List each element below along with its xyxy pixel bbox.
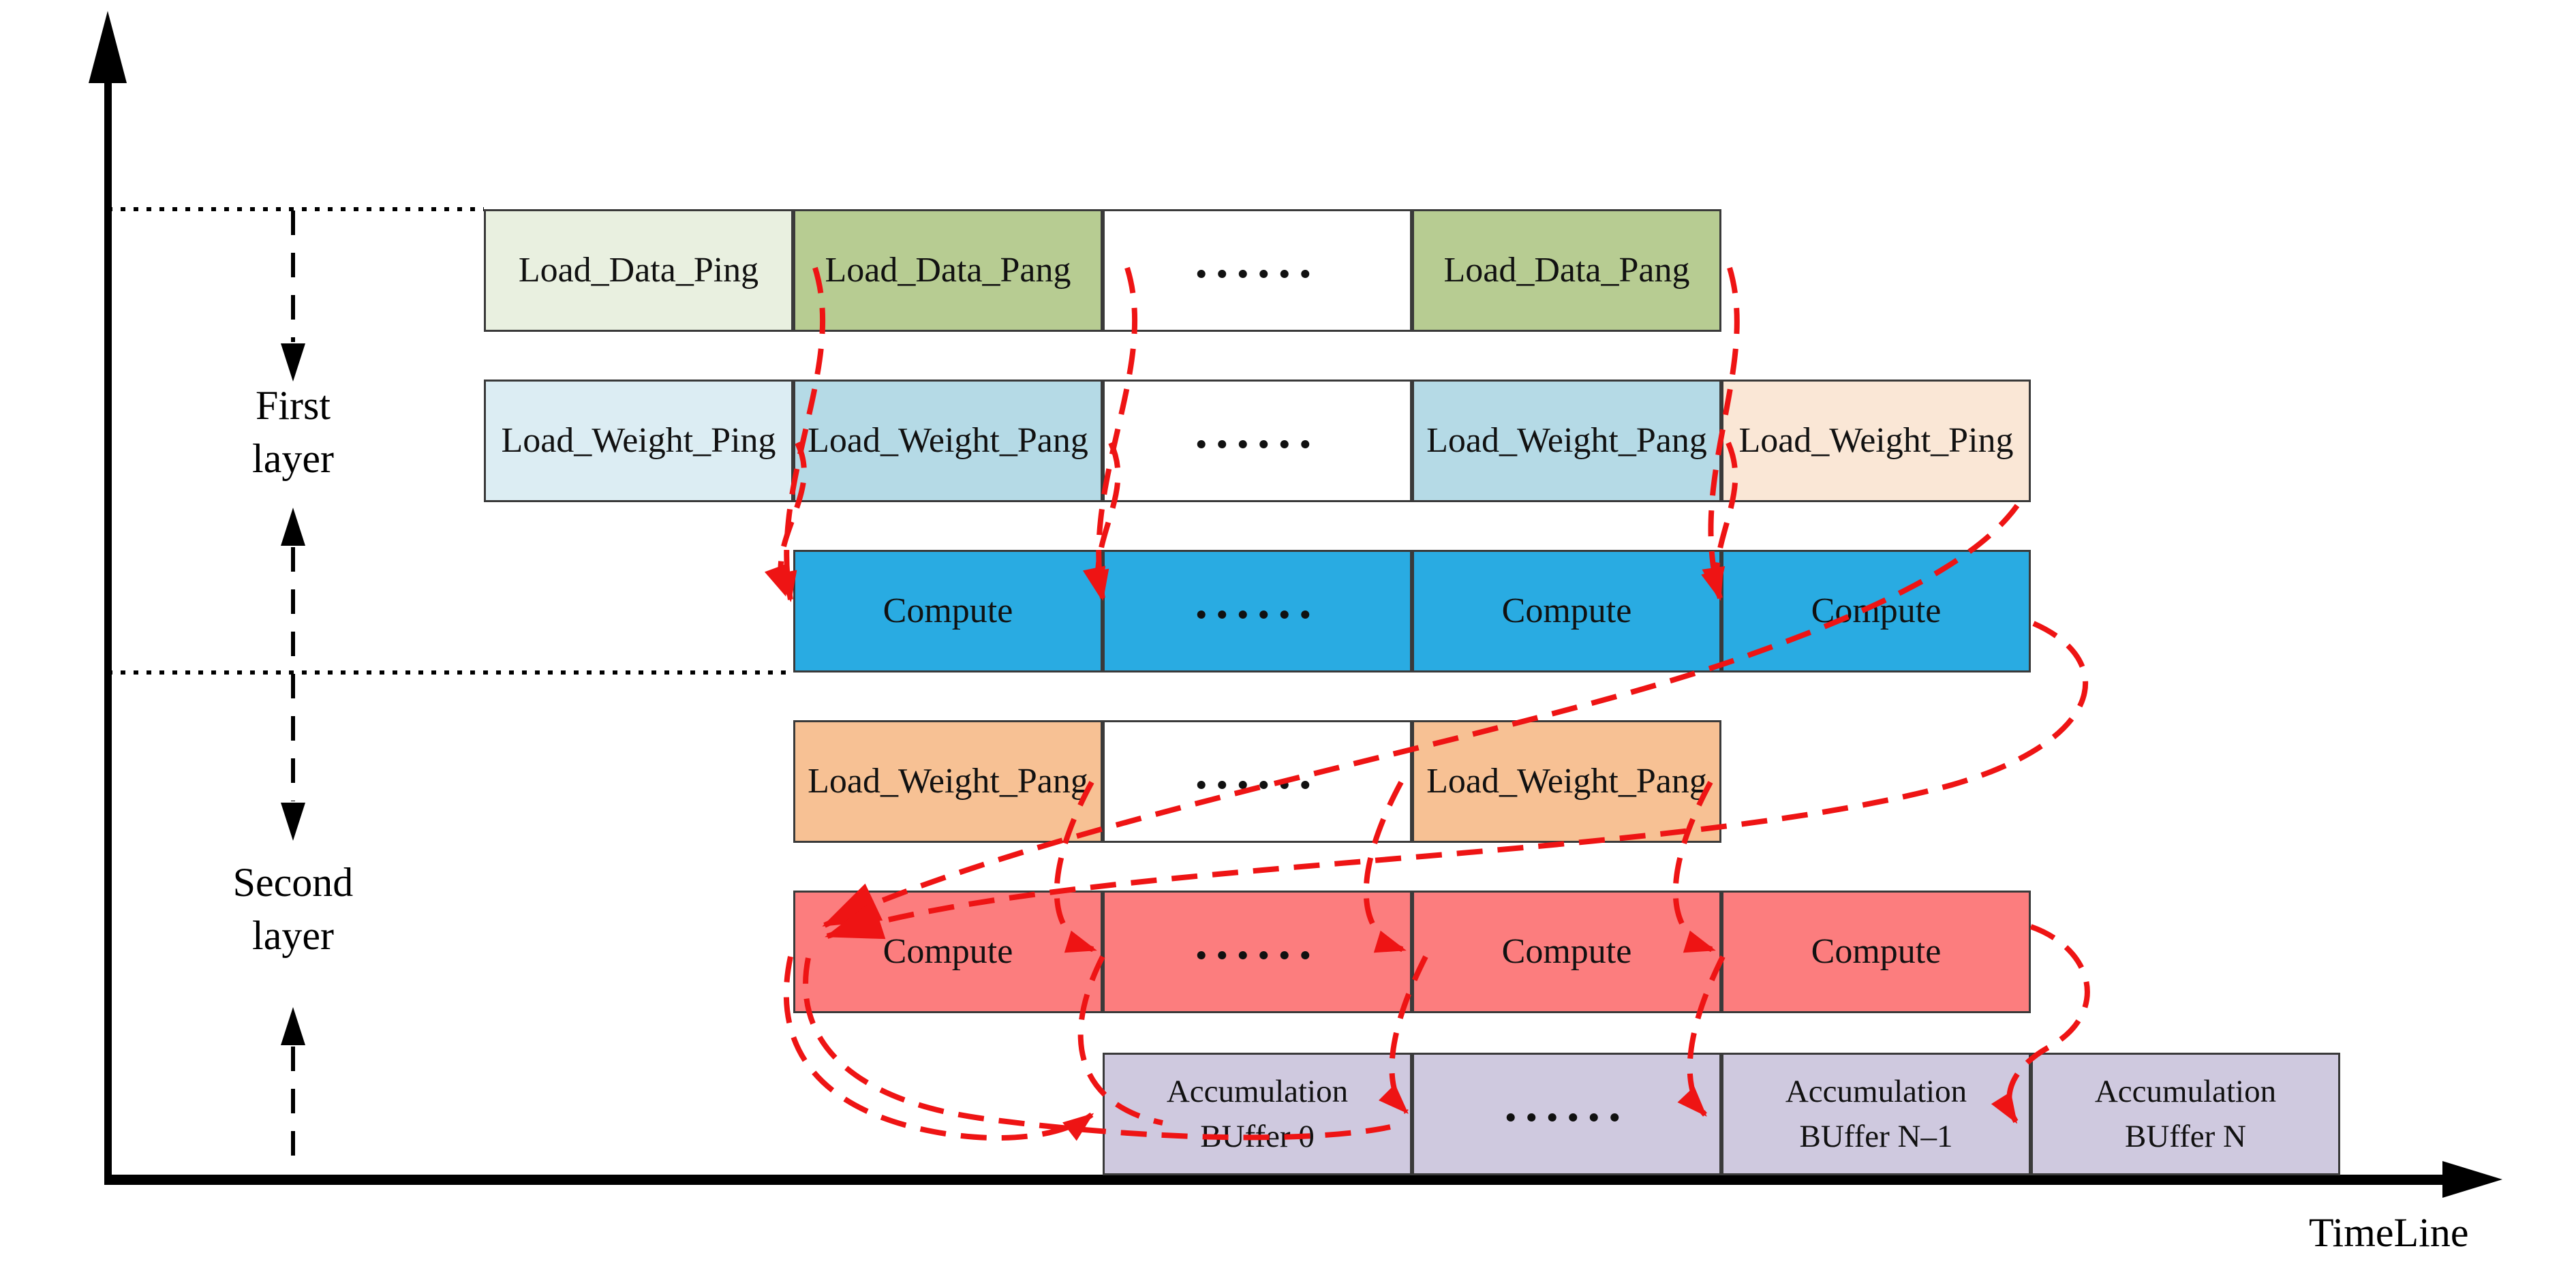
arrow-weight-pang-to-compute2 xyxy=(1082,442,1121,598)
arrow-l2-weight1-to-compute xyxy=(1054,781,1097,953)
arrow-l2-weight2-to-compute xyxy=(1363,781,1407,953)
arrow-data-pang-to-compute2 xyxy=(1086,266,1138,601)
red-dependency-arrows xyxy=(764,266,2090,1141)
arrow-weight-pang-n-to-compute-n xyxy=(1702,442,1738,598)
accumulation-buffer-0-label: Accumulation xyxy=(1166,1074,1349,1109)
y-axis xyxy=(89,11,127,1180)
arrow-weight-ping-to-compute1 xyxy=(764,442,807,597)
layer-boundary-dotted-lines xyxy=(108,207,793,675)
load-weight-ping-next-label: Load_Weight_Ping xyxy=(1738,421,2014,460)
x-axis xyxy=(104,1161,2502,1198)
arrow-l2-compute-to-buffer0 xyxy=(783,956,1094,1141)
x-axis-arrowhead-icon xyxy=(2442,1161,2502,1198)
first-layer-down-arrowhead-icon xyxy=(281,343,305,382)
second-layer-up-arrowhead-icon xyxy=(281,1007,305,1045)
load-weight-pang-1-label: Load_Weight_Pang xyxy=(808,421,1088,460)
arrow-data-ping-to-compute1 xyxy=(773,266,826,602)
arrow-l2-compute2-down xyxy=(1077,955,1163,1126)
l2-load-weight-pang-n: Load_Weight_Pang xyxy=(1412,720,1721,843)
first-layer-label-line1: First xyxy=(255,383,331,428)
compute-l1-n1-label: Compute xyxy=(1501,591,1632,630)
accumulation-buffer-n-minus-1-label: Accumulation xyxy=(1785,1074,1967,1109)
accumulation-buffer-n-label-line2: BUffer N xyxy=(2125,1119,2246,1154)
accumulation-buffer-n-label: Accumulation xyxy=(2094,1074,2277,1109)
compute-l2-n: Compute xyxy=(1721,891,2031,1013)
compute-l1-ellipsis: ...... xyxy=(1103,550,1412,672)
x-axis-label: TimeLine xyxy=(2309,1210,2469,1255)
arrow-l1-compute-end-to-l2-compute xyxy=(825,621,2089,940)
load-data-pang-n: Load_Data_Pang xyxy=(1412,209,1721,332)
accumulation-buffer-0: Accumulation BUffer 0 xyxy=(1103,1053,1412,1175)
compute-l2-n1: Compute xyxy=(1412,891,1721,1013)
second-layer-label: Second layer xyxy=(191,856,395,962)
accumulation-buffer-n-minus-1-label-line2: BUffer N–1 xyxy=(1799,1119,1953,1154)
load-weight-ellipsis: ...... xyxy=(1103,380,1412,502)
second-layer-label-line1: Second xyxy=(232,860,354,905)
second-layer-label-line2: layer xyxy=(252,913,334,958)
arrow-l2-compute-n-to-buffer-n xyxy=(1991,924,2090,1124)
accumulation-ellipsis: ...... xyxy=(1412,1053,1721,1175)
l2-load-weight-pang-n-label: Load_Weight_Pang xyxy=(1426,762,1707,801)
compute-l1-n: Compute xyxy=(1721,550,2031,672)
load-data-ellipsis: ...... xyxy=(1103,209,1412,332)
compute-l1-1: Compute xyxy=(793,550,1103,672)
accumulation-buffer-n-minus-1: Accumulation BUffer N–1 xyxy=(1721,1053,2031,1175)
accumulation-buffer-n: Accumulation BUffer N xyxy=(2031,1053,2340,1175)
compute-l2-1-label: Compute xyxy=(883,932,1013,971)
load-data-ping: Load_Data_Ping xyxy=(484,209,793,332)
first-layer-label-line2: layer xyxy=(252,436,334,481)
arrow-l2-compute3-to-buffer xyxy=(1379,955,1428,1114)
compute-l2-n-label: Compute xyxy=(1811,932,1942,971)
y-axis-line xyxy=(104,75,112,1180)
compute-l2-ellipsis: ...... xyxy=(1103,891,1412,1013)
first-layer-label: First layer xyxy=(191,379,395,485)
load-data-pang-1: Load_Data_Pang xyxy=(793,209,1103,332)
y-axis-arrowhead-icon xyxy=(89,11,127,83)
l2-load-weight-ellipsis: ...... xyxy=(1103,720,1412,843)
l2-load-weight-pang-1: Load_Weight_Pang xyxy=(793,720,1103,843)
compute-l1-n1: Compute xyxy=(1412,550,1721,672)
load-data-ping-label: Load_Data_Ping xyxy=(518,251,759,290)
load-data-pang-1-label: Load_Data_Pang xyxy=(825,251,1071,290)
arrow-data-pang-n-to-compute-n xyxy=(1701,266,1740,601)
load-weight-ping-1-label: Load_Weight_Ping xyxy=(501,421,776,460)
first-layer-up-arrowhead-icon xyxy=(281,508,305,546)
second-layer-down-arrowhead-icon xyxy=(281,803,305,841)
x-axis-line xyxy=(104,1175,2447,1185)
load-weight-pang-1: Load_Weight_Pang xyxy=(793,380,1103,502)
arrow-l2-compute-to-buffer-ellipsis xyxy=(803,957,1391,1141)
load-data-pang-n-label: Load_Data_Pang xyxy=(1443,251,1690,290)
l2-load-weight-pang-1-label: Load_Weight_Pang xyxy=(808,762,1088,801)
layer-extent-markers xyxy=(281,211,305,1172)
compute-l2-n1-label: Compute xyxy=(1501,932,1632,971)
compute-l1-1-label: Compute xyxy=(883,591,1013,630)
load-weight-pang-n: Load_Weight_Pang xyxy=(1412,380,1721,502)
arrow-l2-compute-n1-to-buffer-n1 xyxy=(1677,955,1726,1117)
arrow-l2-weight-n-to-compute xyxy=(1672,781,1716,953)
load-weight-ping-1: Load_Weight_Ping xyxy=(484,380,793,502)
load-weight-pang-n-label: Load_Weight_Pang xyxy=(1426,421,1707,460)
load-weight-ping-next: Load_Weight_Ping xyxy=(1721,380,2031,502)
arrow-weight-ping-preload-to-l2-compute xyxy=(822,504,2020,928)
